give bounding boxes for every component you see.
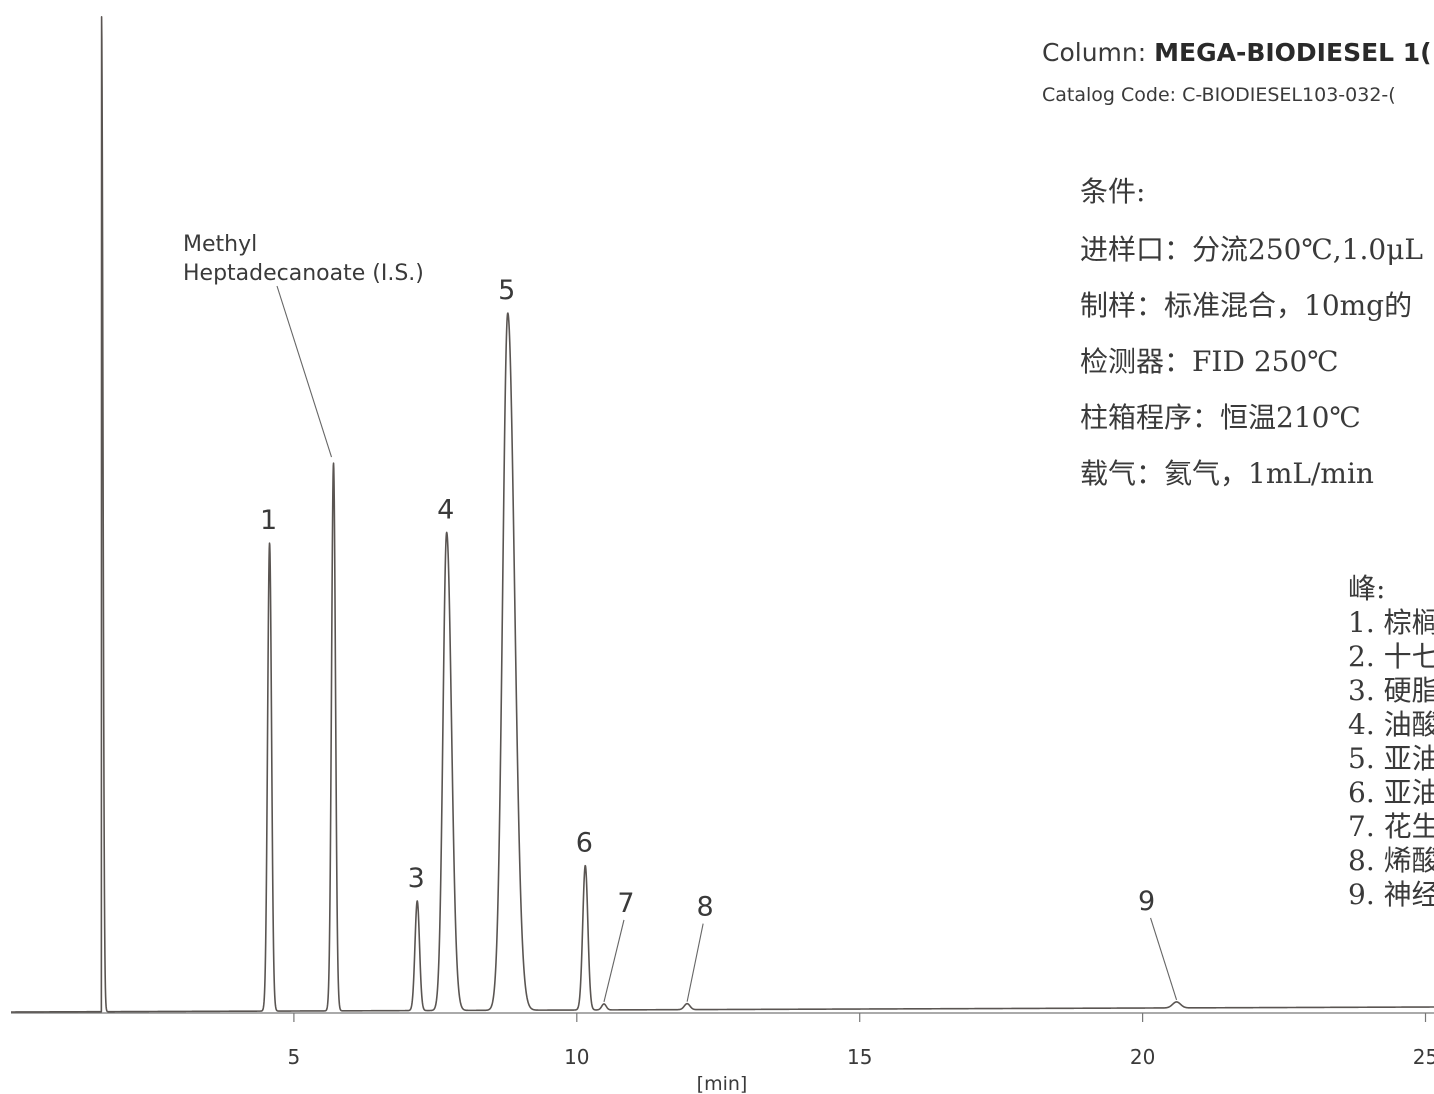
chromatogram-trace [10,16,1434,1013]
peak-item-5: 5. 亚油 [1348,742,1434,775]
conditions-title: 条件: [1080,175,1146,208]
peak-label-6: 6 [576,828,593,859]
peak-label-5: 5 [498,275,515,306]
peak-label-group: 1 Methyl Heptadecanoate (I.S.) 3 4 5 67 8 9 [183,232,1178,1003]
peak-label-7: 7 [617,888,634,919]
leader-line [686,923,704,1002]
x-tick-label: 10 [564,1045,589,1069]
column-label: Column: [1042,38,1147,67]
peak-label-is-line2: Heptadecanoate (I.S.) [183,261,424,286]
peak-item-2: 2. 十七 [1348,640,1434,673]
x-tick-label: 15 [847,1045,872,1069]
trace-group [10,16,1434,1013]
condition-sample: 制样：标准混合，10mg的 [1080,289,1413,322]
x-axis-title: [min] [697,1073,748,1094]
peak-label-3: 3 [408,863,425,894]
condition-carrier: 载气：氦气，1mL/min [1080,457,1374,490]
x-axis: 5 10 15 20 25 [11,1012,1434,1069]
peak-label-8: 8 [697,892,714,923]
peak-label-1: 1 [260,505,277,536]
condition-detector: 检测器：FID 250℃ [1080,345,1339,378]
condition-oven: 柱箱程序：恒温210℃ [1080,401,1361,434]
column-name: MEGA-BIODIESEL 1( [1154,38,1432,67]
peak-item-3: 3. 硬脂 [1348,674,1434,707]
peak-item-8: 8. 烯酸 [1348,844,1434,877]
leader-line [1150,917,1178,1001]
x-tick-label: 25 [1413,1045,1434,1069]
leader-line [603,919,625,1003]
peak-label-4: 4 [437,494,454,525]
x-tick-label: 20 [1130,1045,1155,1069]
peak-item-9: 9. 神经 [1348,878,1434,911]
peak-item-4: 4. 油酸 [1348,708,1434,741]
peak-item-1: 1. 棕榈 [1348,606,1434,639]
condition-inlet: 进样口：分流250℃,1.0μL [1080,233,1423,266]
peak-label-9: 9 [1138,886,1155,917]
peak-item-6: 6. 亚油 [1348,776,1434,809]
peak-item-7: 7. 花生 [1348,810,1434,843]
x-tick-label: 5 [288,1045,301,1069]
column-info: Column: MEGA-BIODIESEL 1( [1042,38,1432,67]
leader-line [276,285,333,458]
catalog-code: Catalog Code: C-BIODIESEL103-032-( [1042,84,1396,106]
peak-label-is-line1: Methyl [183,232,257,257]
peaks-title: 峰: [1348,572,1386,605]
